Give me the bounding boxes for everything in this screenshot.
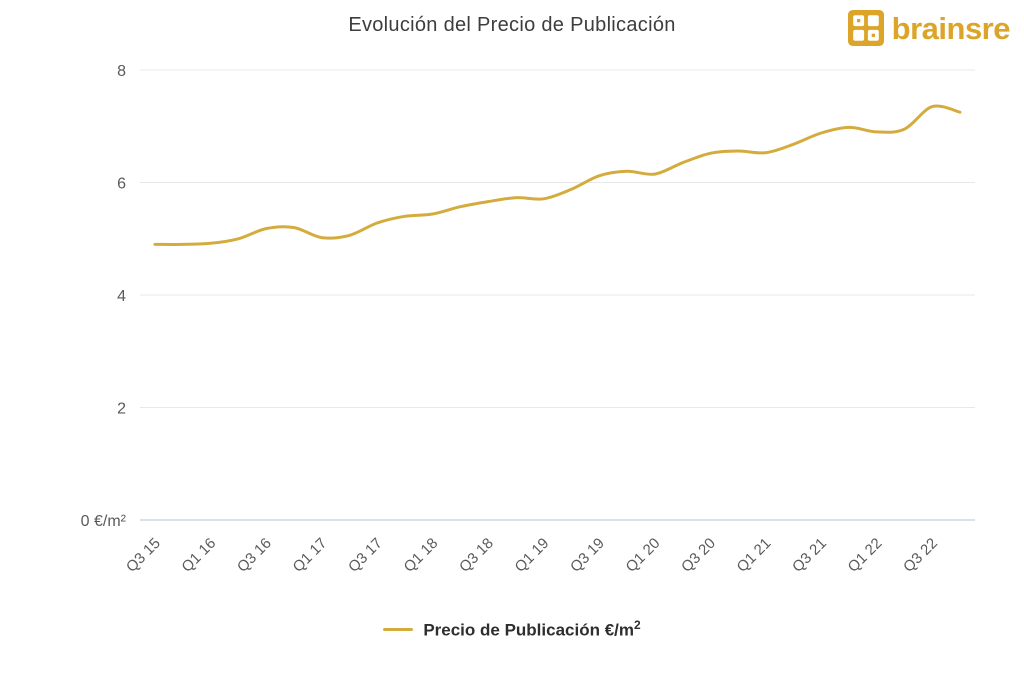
chart-title: Evolución del Precio de Publicación: [348, 14, 676, 36]
x-axis-label: Q3 17: [345, 535, 386, 576]
price-evolution-chart: 0 €/m² 2 4 6 8 Q3 15 Q1 16 Q3 16 Q1 17 Q3 17 Q1 18…: [81, 63, 975, 576]
x-axis-label: Q1 17: [290, 535, 331, 576]
series-line-precio-publicacion[interactable]: [153, 104, 962, 246]
x-axis-label: Q3 19: [567, 535, 608, 576]
brainsre-logo-text: brainsre: [891, 10, 1011, 46]
x-axis-label: Q3 20: [678, 535, 719, 576]
x-axis-label: Q3 15: [123, 535, 164, 576]
legend-label-text: Precio de Publicación €/m: [423, 620, 634, 640]
y-axis-label: 6: [117, 176, 126, 193]
x-axis-label: Q1 19: [512, 535, 553, 576]
y-axis-label: 2: [117, 401, 126, 418]
x-axis-label: Q3 18: [456, 535, 497, 576]
legend-superscript: 2: [634, 618, 641, 632]
y-axis-label: 0 €/m²: [81, 513, 127, 530]
y-axis-label: 4: [117, 288, 126, 305]
brainsre-logo-icon: [847, 10, 884, 46]
x-axis-label: Q3 21: [789, 535, 830, 576]
brainsre-logo[interactable]: brainsre: [847, 10, 1011, 46]
x-axis-label: Q1 16: [178, 535, 219, 576]
x-axis-label: Q1 18: [401, 535, 442, 576]
x-axis-label: Q1 21: [734, 535, 775, 576]
legend-label: Precio de Publicación €/m2: [423, 618, 640, 641]
legend-line-swatch: [383, 627, 414, 631]
x-axis-label: Q3 16: [234, 535, 275, 576]
x-axis-label: Q1 22: [845, 535, 886, 576]
x-axis-label: Q3 22: [900, 535, 941, 576]
y-axis-label: 8: [117, 63, 126, 80]
x-axis-label: Q1 20: [623, 535, 664, 576]
chart-legend[interactable]: Precio de Publicación €/m2: [0, 618, 1024, 641]
